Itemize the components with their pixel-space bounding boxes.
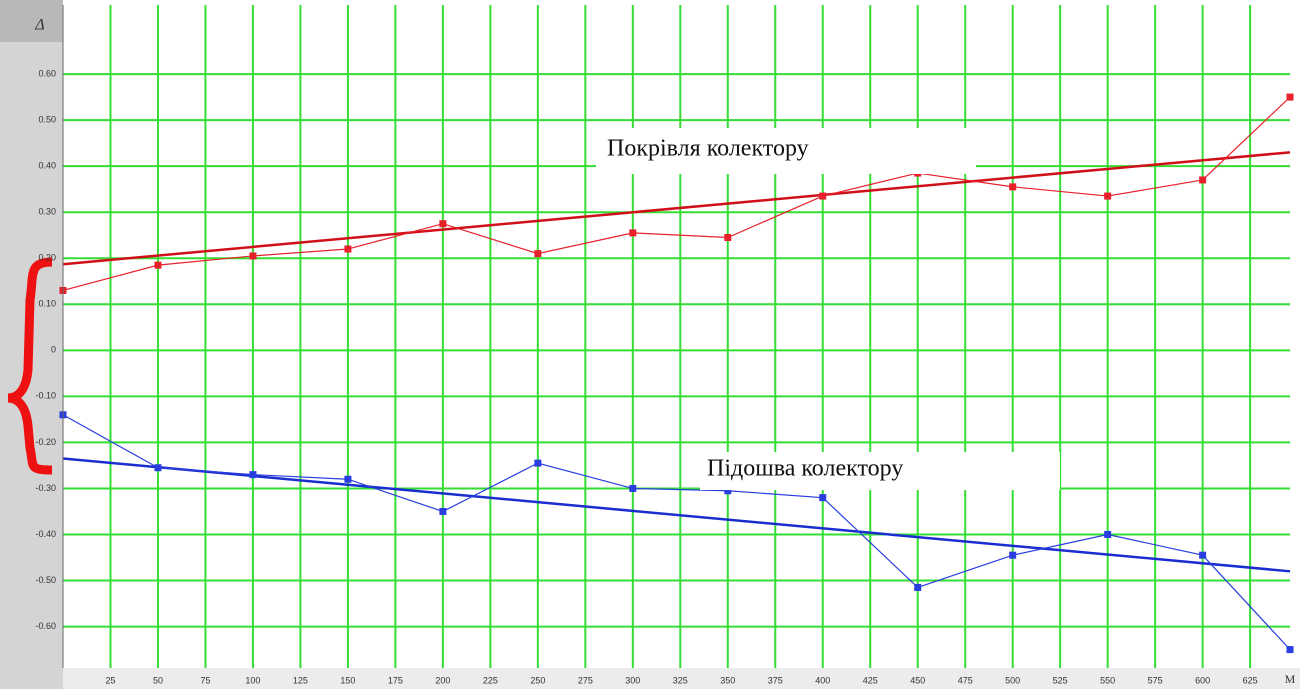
x-axis-strip bbox=[63, 668, 1300, 689]
annotation-box bbox=[596, 128, 976, 174]
trend-line bbox=[62, 457, 1291, 573]
data-point bbox=[629, 229, 637, 237]
x-tick-label: 575 bbox=[1148, 675, 1163, 685]
x-axis-label: М bbox=[1285, 672, 1296, 686]
x-tick-label: 250 bbox=[530, 675, 545, 685]
data-line bbox=[62, 96, 1291, 292]
y-tick-label: -0.40 bbox=[35, 529, 56, 539]
x-tick-label: 475 bbox=[958, 675, 973, 685]
x-tick-label: 625 bbox=[1243, 675, 1258, 685]
y-tick-label: -0.30 bbox=[35, 483, 56, 493]
data-point bbox=[154, 464, 162, 472]
x-tick-label: 25 bbox=[105, 675, 115, 685]
data-point bbox=[344, 245, 352, 253]
x-tick-label: 100 bbox=[245, 675, 260, 685]
x-tick-label: 75 bbox=[200, 675, 210, 685]
y-tick-label: 0.20 bbox=[38, 253, 56, 263]
data-point bbox=[344, 475, 352, 483]
x-tick-label: 125 bbox=[293, 675, 308, 685]
y-tick-label: 0.30 bbox=[38, 207, 56, 217]
annotation-box bbox=[700, 452, 1060, 490]
x-tick-label: 400 bbox=[815, 675, 830, 685]
data-point bbox=[154, 261, 162, 269]
y-tick-label: -0.20 bbox=[35, 437, 56, 447]
x-tick-label: 175 bbox=[388, 675, 403, 685]
data-point bbox=[1286, 646, 1294, 654]
x-tick-label: 425 bbox=[863, 675, 878, 685]
y-tick-label: -0.10 bbox=[35, 391, 56, 401]
y-tick-label: 0 bbox=[51, 345, 56, 355]
x-tick-label: 200 bbox=[435, 675, 450, 685]
data-point bbox=[629, 484, 637, 492]
data-point bbox=[724, 234, 732, 242]
data-point bbox=[1009, 551, 1017, 559]
y-tick-label: 0.40 bbox=[38, 161, 56, 171]
data-point bbox=[534, 459, 542, 467]
x-tick-label: 150 bbox=[340, 675, 355, 685]
data-point bbox=[819, 192, 827, 200]
data-point bbox=[249, 471, 257, 479]
data-line bbox=[62, 414, 1291, 650]
x-tick-label: 50 bbox=[153, 675, 163, 685]
data-point bbox=[724, 487, 732, 495]
y-tick-label: 0.60 bbox=[38, 68, 56, 78]
x-tick-label: 300 bbox=[625, 675, 640, 685]
annotation: Покрівля колектору bbox=[607, 136, 809, 162]
y-tick-label: -0.50 bbox=[35, 575, 56, 585]
data-point bbox=[1286, 93, 1294, 101]
data-point bbox=[914, 583, 922, 591]
y-axis-header bbox=[0, 0, 63, 42]
plot bbox=[59, 93, 1294, 654]
data-point bbox=[1199, 176, 1207, 184]
x-tick-label: 350 bbox=[720, 675, 735, 685]
x-tick-label: 225 bbox=[483, 675, 498, 685]
y-tick-label: 0.50 bbox=[38, 114, 56, 124]
x-tick-label: 500 bbox=[1005, 675, 1020, 685]
x-tick-label: 325 bbox=[673, 675, 688, 685]
x-tick-label: 550 bbox=[1100, 675, 1115, 685]
data-point bbox=[1199, 551, 1207, 559]
data-point bbox=[819, 494, 827, 502]
y-tick-label: 0.10 bbox=[38, 299, 56, 309]
x-tick-label: 600 bbox=[1195, 675, 1210, 685]
x-tick-label: 375 bbox=[768, 675, 783, 685]
data-point bbox=[439, 507, 447, 515]
trend-line bbox=[62, 151, 1291, 266]
data-point bbox=[439, 220, 447, 228]
data-point bbox=[1009, 183, 1017, 191]
annotation: Підошва колектору bbox=[707, 456, 903, 482]
x-tick-label: 525 bbox=[1053, 675, 1068, 685]
data-point bbox=[249, 252, 257, 260]
data-point bbox=[534, 250, 542, 258]
y-tick-label: -0.60 bbox=[35, 621, 56, 631]
x-tick-label: 275 bbox=[578, 675, 593, 685]
x-tick-label: 450 bbox=[910, 675, 925, 685]
y-axis-label: Δ bbox=[34, 17, 44, 34]
data-point bbox=[1104, 530, 1112, 538]
grid bbox=[63, 5, 1290, 668]
brace bbox=[7, 257, 53, 475]
data-point bbox=[1104, 192, 1112, 200]
